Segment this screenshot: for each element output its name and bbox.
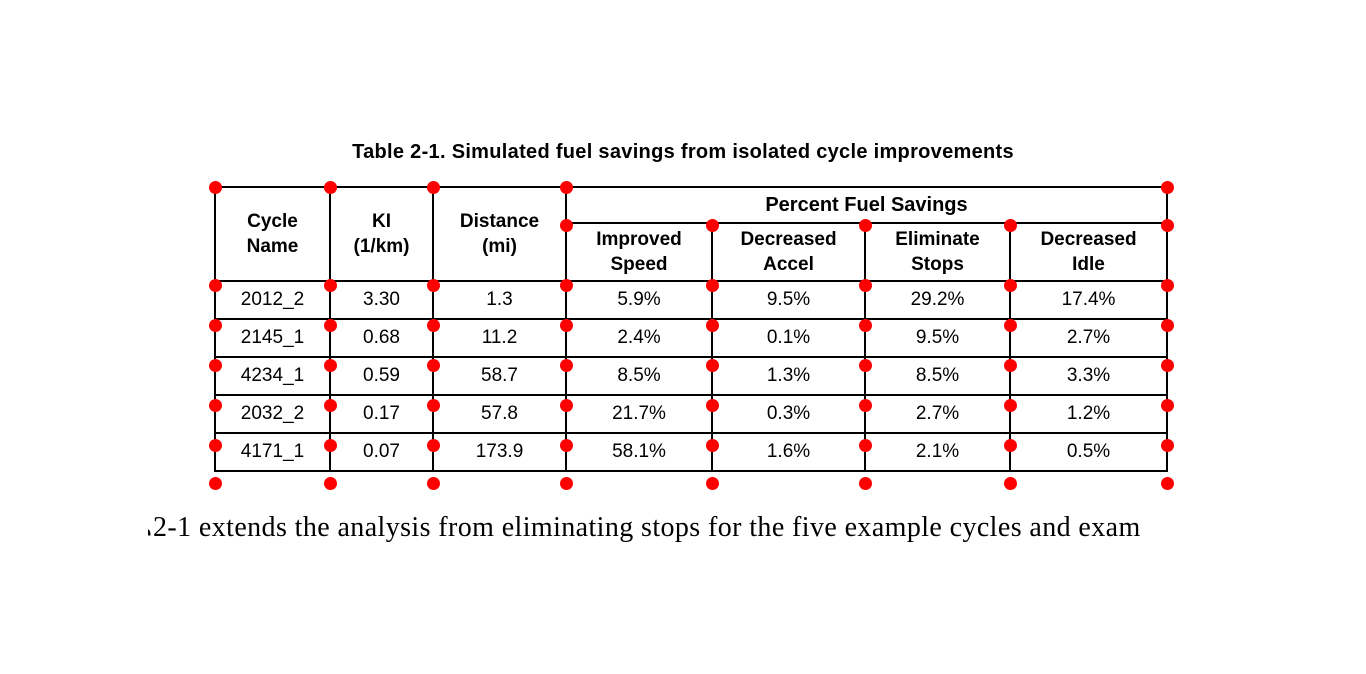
- header-row-top: Cycle Name KI (1/km) Distance (mi) Perce…: [214, 186, 1168, 282]
- table-cell: 0.59: [329, 356, 434, 396]
- table-cell: 21.7%: [565, 394, 713, 434]
- table-cell: 58.7: [432, 356, 567, 396]
- col-header-eliminate-stops: Eliminate Stops: [864, 222, 1011, 282]
- table-cell: 0.5%: [1009, 432, 1168, 472]
- table-cell: 29.2%: [864, 280, 1011, 320]
- table-cell: 1.2%: [1009, 394, 1168, 434]
- table-cell: 2.7%: [864, 394, 1011, 434]
- table-cell: 0.07: [329, 432, 434, 472]
- table-cell: 0.68: [329, 318, 434, 358]
- table-cell: 2012_2: [214, 280, 331, 320]
- table-cell: 0.3%: [711, 394, 866, 434]
- table-row: 4171_1 0.07 173.9 58.1% 1.6% 2.1% 0.5%: [214, 432, 1168, 472]
- table-body: 2012_2 3.30 1.3 5.9% 9.5% 29.2% 17.4% 2145_1 0.6…: [214, 280, 1168, 472]
- body-text-line: e2-1 extends the analysis from eliminati…: [148, 512, 1141, 544]
- table-row: 2145_1 0.68 11.2 2.4% 0.1% 9.5% 2.7%: [214, 318, 1168, 358]
- table-cell: 57.8: [432, 394, 567, 434]
- keypoint-dot: [559, 476, 573, 490]
- keypoint-dot: [208, 476, 222, 490]
- table-cell: 11.2: [432, 318, 567, 358]
- table-cell: 2.7%: [1009, 318, 1168, 358]
- table-cell: 9.5%: [864, 318, 1011, 358]
- table-cell: 2.4%: [565, 318, 713, 358]
- col-header-decreased-accel: Decreased Accel: [711, 222, 866, 282]
- table-cell: 173.9: [432, 432, 567, 472]
- keypoint-dot: [323, 476, 337, 490]
- table-cell: 17.4%: [1009, 280, 1168, 320]
- table-caption: Table 2-1. Simulated fuel savings from i…: [352, 141, 1014, 163]
- col-header-ki: KI (1/km): [329, 186, 434, 282]
- keypoint-dot: [705, 476, 719, 490]
- table-cell: 4171_1: [214, 432, 331, 472]
- body-text: 2-1 extends the analysis from eliminatin…: [153, 512, 1141, 543]
- table-cell: 1.3%: [711, 356, 866, 396]
- table-cell: 1.3: [432, 280, 567, 320]
- table-cell: 58.1%: [565, 432, 713, 472]
- table-row: 2012_2 3.30 1.3 5.9% 9.5% 29.2% 17.4%: [214, 280, 1168, 320]
- table-row: 4234_1 0.59 58.7 8.5% 1.3% 8.5% 3.3%: [214, 356, 1168, 396]
- header-row-sub: Improved Speed Decreased Accel Eliminate…: [215, 222, 1168, 282]
- table-cell: 9.5%: [711, 280, 866, 320]
- table-cell: 5.9%: [565, 280, 713, 320]
- col-header-improved-speed: Improved Speed: [565, 222, 713, 282]
- keypoint-dot: [858, 476, 872, 490]
- table-cell: 8.5%: [864, 356, 1011, 396]
- table-cell: 0.17: [329, 394, 434, 434]
- table-cell: 2145_1: [214, 318, 331, 358]
- col-header-decreased-idle: Decreased Idle: [1009, 222, 1168, 282]
- keypoint-dot: [1003, 476, 1017, 490]
- table-cell: 1.6%: [711, 432, 866, 472]
- table-cell: 8.5%: [565, 356, 713, 396]
- table-cell: 3.30: [329, 280, 434, 320]
- clipped-char-fragment: e: [148, 518, 153, 540]
- keypoint-dot: [426, 476, 440, 490]
- fuel-savings-table: Cycle Name KI (1/km) Distance (mi) Perce…: [214, 186, 1168, 472]
- table-row: 2032_2 0.17 57.8 21.7% 0.3% 2.7% 1.2%: [214, 394, 1168, 434]
- table-header: Cycle Name KI (1/km) Distance (mi) Perce…: [214, 186, 1168, 282]
- table-cell: 4234_1: [214, 356, 331, 396]
- table-cell: 3.3%: [1009, 356, 1168, 396]
- table-cell: 2032_2: [214, 394, 331, 434]
- table-cell: 0.1%: [711, 318, 866, 358]
- col-group-percent-fuel-savings: Percent Fuel Savings: [565, 186, 1168, 224]
- table-cell: 2.1%: [864, 432, 1011, 472]
- col-header-cycle-name: Cycle Name: [214, 186, 331, 282]
- col-header-distance: Distance (mi): [432, 186, 567, 282]
- keypoint-dot: [1160, 476, 1174, 490]
